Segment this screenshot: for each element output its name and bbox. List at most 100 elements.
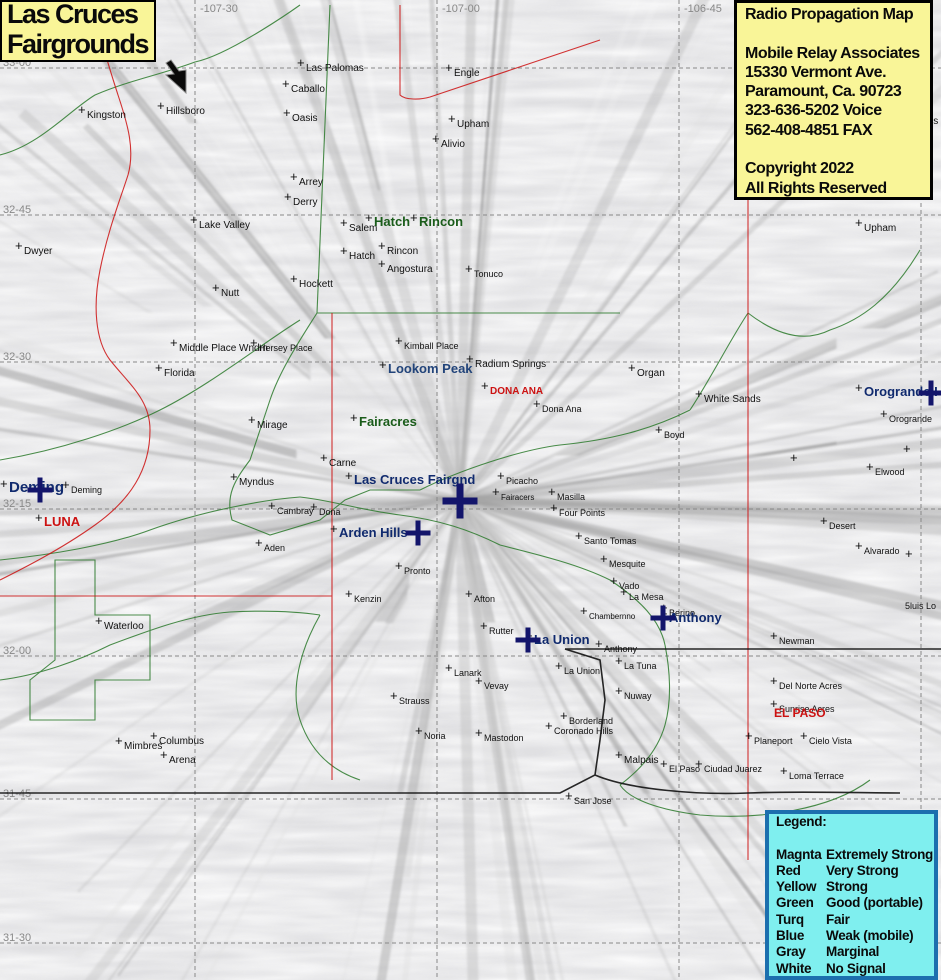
svg-text:+: + bbox=[866, 459, 874, 474]
svg-text:+: + bbox=[230, 469, 238, 484]
svg-text:Angostura: Angostura bbox=[387, 264, 433, 275]
svg-text:+: + bbox=[660, 756, 668, 771]
svg-text:32-15: 32-15 bbox=[3, 498, 31, 510]
svg-text:Cielo Vista: Cielo Vista bbox=[809, 736, 852, 746]
svg-text:+: + bbox=[190, 212, 198, 227]
svg-text:+: + bbox=[695, 756, 703, 771]
svg-text:White Sands: White Sands bbox=[704, 394, 761, 405]
svg-text:+: + bbox=[445, 660, 453, 675]
svg-text:Hatch: Hatch bbox=[374, 214, 410, 229]
svg-text:Mimbres: Mimbres bbox=[124, 741, 162, 752]
svg-text:+: + bbox=[345, 468, 353, 483]
svg-text:Mesquite: Mesquite bbox=[609, 559, 646, 569]
svg-text:+: + bbox=[610, 573, 618, 588]
svg-text:+: + bbox=[390, 688, 398, 703]
svg-text:+: + bbox=[745, 728, 753, 743]
svg-text:Kingston: Kingston bbox=[87, 110, 126, 121]
svg-text:Upham: Upham bbox=[457, 119, 489, 130]
svg-text:+: + bbox=[432, 131, 440, 146]
svg-text:+: + bbox=[600, 551, 608, 566]
svg-text:+: + bbox=[160, 747, 168, 762]
svg-text:Borderland: Borderland bbox=[569, 716, 613, 726]
svg-text:Arden Hills: Arden Hills bbox=[339, 525, 408, 540]
svg-text:Fairacres: Fairacres bbox=[359, 414, 417, 429]
svg-text:Florida: Florida bbox=[164, 368, 195, 379]
svg-text:+: + bbox=[395, 558, 403, 573]
svg-text:Derry: Derry bbox=[293, 197, 317, 208]
svg-text:-106-45: -106-45 bbox=[684, 3, 722, 15]
svg-text:+: + bbox=[340, 215, 348, 230]
svg-text:+: + bbox=[770, 673, 778, 688]
svg-text:Las Palomas: Las Palomas bbox=[306, 63, 364, 74]
svg-text:LUNA: LUNA bbox=[44, 514, 81, 529]
svg-text:Afton: Afton bbox=[474, 594, 495, 604]
svg-text:+: + bbox=[565, 788, 573, 803]
svg-text:Mirage: Mirage bbox=[257, 420, 288, 431]
svg-text:Coronado Hills: Coronado Hills bbox=[554, 726, 614, 736]
svg-text:Malpais: Malpais bbox=[624, 755, 658, 766]
svg-text:31-30: 31-30 bbox=[3, 932, 31, 944]
svg-text:5luis Lo: 5luis Lo bbox=[905, 601, 936, 611]
svg-text:Nuway: Nuway bbox=[624, 691, 652, 701]
svg-text:+: + bbox=[800, 728, 808, 743]
svg-text:Ciudad Juarez: Ciudad Juarez bbox=[704, 764, 763, 774]
svg-text:Masilla: Masilla bbox=[557, 492, 585, 502]
svg-text:Boyd: Boyd bbox=[664, 430, 685, 440]
svg-text:Picacho: Picacho bbox=[506, 476, 538, 486]
svg-text:Cambray: Cambray bbox=[277, 506, 314, 516]
svg-text:+: + bbox=[268, 498, 276, 513]
svg-text:+: + bbox=[492, 484, 500, 499]
svg-text:Radium Springs: Radium Springs bbox=[475, 359, 546, 370]
svg-text:+: + bbox=[310, 499, 318, 514]
svg-text:Alivio: Alivio bbox=[441, 139, 465, 150]
svg-text:31-45: 31-45 bbox=[3, 788, 31, 800]
svg-text:+: + bbox=[282, 76, 290, 91]
svg-text:Arena: Arena bbox=[169, 755, 196, 766]
svg-text:+: + bbox=[212, 280, 220, 295]
svg-text:Chambernno: Chambernno bbox=[589, 612, 636, 621]
svg-text:Mastodon: Mastodon bbox=[484, 733, 524, 743]
svg-text:+: + bbox=[95, 613, 103, 628]
svg-text:+: + bbox=[290, 169, 298, 184]
svg-text:+: + bbox=[555, 658, 563, 673]
svg-text:Kimball Place: Kimball Place bbox=[404, 341, 459, 351]
svg-text:Hillsboro: Hillsboro bbox=[166, 106, 205, 117]
svg-text:32-00: 32-00 bbox=[3, 645, 31, 657]
svg-text:+: + bbox=[365, 210, 373, 225]
svg-text:+: + bbox=[297, 55, 305, 70]
svg-text:+: + bbox=[465, 586, 473, 601]
svg-text:+: + bbox=[580, 603, 588, 618]
svg-text:+: + bbox=[620, 584, 628, 599]
svg-text:+: + bbox=[855, 538, 863, 553]
svg-text:+: + bbox=[560, 708, 568, 723]
svg-text:+: + bbox=[880, 406, 888, 421]
svg-text:+: + bbox=[905, 546, 913, 561]
svg-text:Desert: Desert bbox=[829, 521, 856, 531]
svg-text:+: + bbox=[820, 513, 828, 528]
svg-text:+: + bbox=[497, 468, 505, 483]
svg-text:+: + bbox=[790, 450, 798, 465]
svg-text:+: + bbox=[628, 360, 636, 375]
svg-text:+: + bbox=[615, 747, 623, 762]
svg-text:Alvarado: Alvarado bbox=[864, 546, 900, 556]
svg-text:Pronto: Pronto bbox=[404, 566, 431, 576]
svg-text:Noria: Noria bbox=[424, 731, 446, 741]
svg-text:+: + bbox=[395, 333, 403, 348]
svg-text:+: + bbox=[78, 102, 86, 117]
svg-text:+: + bbox=[533, 396, 541, 411]
svg-text:+: + bbox=[615, 683, 623, 698]
svg-text:+: + bbox=[475, 725, 483, 740]
svg-text:Santo Tomas: Santo Tomas bbox=[584, 536, 637, 546]
svg-text:+: + bbox=[903, 441, 911, 456]
svg-text:+: + bbox=[655, 422, 663, 437]
svg-text:+: + bbox=[475, 673, 483, 688]
svg-text:Dwyer: Dwyer bbox=[24, 246, 53, 257]
svg-text:+: + bbox=[62, 477, 70, 492]
svg-text:+: + bbox=[465, 261, 473, 276]
svg-text:-107-00: -107-00 bbox=[442, 3, 480, 15]
svg-text:Upham: Upham bbox=[864, 223, 896, 234]
svg-text:Nutt: Nutt bbox=[221, 288, 240, 299]
svg-text:Engle: Engle bbox=[454, 68, 480, 79]
svg-text:+: + bbox=[410, 210, 418, 225]
svg-text:Del Norte Acres: Del Norte Acres bbox=[779, 681, 843, 691]
